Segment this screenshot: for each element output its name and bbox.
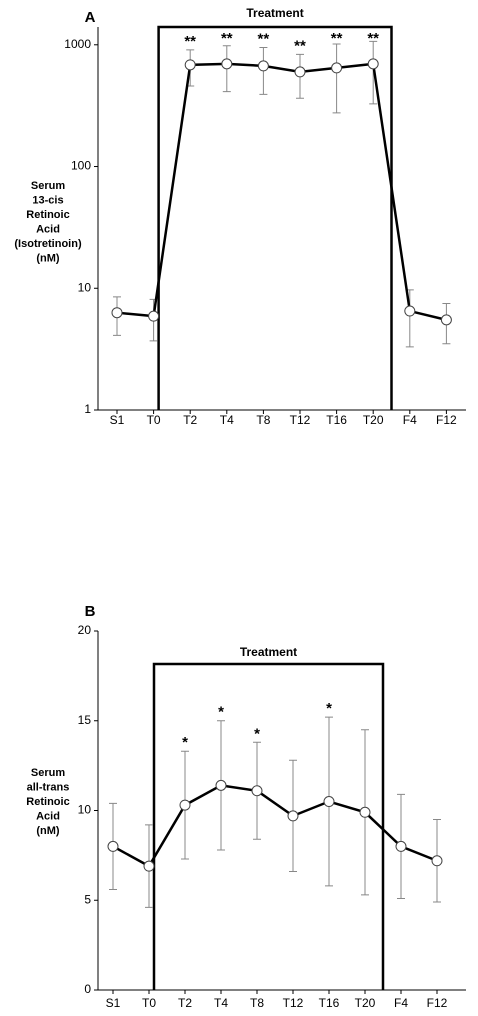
data-point (111, 307, 123, 319)
data-point (107, 840, 119, 852)
data-point (143, 860, 155, 872)
x-tick-label: F12 (427, 996, 448, 1010)
data-point (367, 58, 379, 70)
significance-mark: * (254, 725, 260, 742)
significance-mark: ** (367, 30, 379, 47)
data-point (331, 62, 343, 74)
x-tick-label: T16 (319, 996, 340, 1010)
y-axis-label: Acid (36, 810, 60, 822)
significance-mark: * (182, 734, 188, 751)
data-point (215, 779, 227, 791)
treatment-box (152, 662, 385, 990)
x-tick-label: T4 (214, 996, 228, 1010)
x-tick-label: T2 (178, 996, 192, 1010)
x-tick-label: S1 (110, 413, 125, 427)
x-tick-label: F4 (403, 413, 417, 427)
x-tick-label: F4 (394, 996, 408, 1010)
significance-mark: ** (258, 30, 270, 47)
y-tick-label: 100 (71, 159, 91, 173)
y-tick-label: 10 (78, 280, 92, 294)
x-tick-label: T20 (363, 413, 384, 427)
x-tick-label: T12 (290, 413, 311, 427)
series-line (112, 784, 438, 868)
significance-mark: ** (184, 33, 196, 50)
data-point (440, 314, 452, 326)
y-tick-label: 20 (78, 623, 92, 637)
x-tick-label: T2 (183, 413, 197, 427)
significance-mark: ** (331, 30, 343, 47)
data-point (251, 785, 263, 797)
x-tick-label: T0 (147, 413, 161, 427)
y-axis-label: Serum (31, 180, 65, 192)
x-tick-label: S1 (106, 996, 121, 1010)
x-tick-label: T0 (142, 996, 156, 1010)
y-axis-label: Acid (36, 223, 60, 235)
data-point (257, 60, 269, 72)
y-tick-label: 0 (84, 982, 91, 996)
y-tick-label: 15 (78, 713, 92, 727)
y-axis-label: (Isotretinoin) (14, 238, 82, 250)
significance-mark: * (326, 700, 332, 717)
data-point (404, 305, 416, 317)
panel-label: A (85, 9, 96, 26)
series-line (116, 62, 447, 322)
data-point (395, 840, 407, 852)
significance-mark: * (218, 704, 224, 721)
y-tick-label: 1000 (64, 37, 91, 51)
x-tick-label: T8 (256, 413, 270, 427)
y-axis-label: (nM) (36, 825, 60, 837)
treatment-label: Treatment (240, 645, 297, 659)
x-tick-label: F12 (436, 413, 457, 427)
data-point (287, 810, 299, 822)
y-axis-label: Serum (31, 767, 65, 779)
treatment-label: Treatment (246, 6, 303, 20)
significance-mark: ** (221, 30, 233, 47)
panel-label: B (85, 603, 96, 620)
significance-mark: ** (294, 37, 306, 54)
data-point (323, 796, 335, 808)
x-tick-label: T20 (355, 996, 376, 1010)
y-axis-label: Retinoic (26, 796, 69, 808)
data-point (184, 59, 196, 71)
y-axis-label: Retinoic (26, 209, 69, 221)
x-tick-label: T12 (283, 996, 304, 1010)
y-axis-label: all-trans (27, 781, 70, 793)
y-axis-label: 13-cis (32, 194, 63, 206)
data-point (431, 855, 443, 867)
data-point (221, 58, 233, 70)
y-tick-label: 10 (78, 803, 92, 817)
x-tick-label: T8 (250, 996, 264, 1010)
y-tick-label: 5 (84, 892, 91, 906)
data-point (179, 799, 191, 811)
data-point (359, 806, 371, 818)
y-axis-label: (nM) (36, 252, 60, 264)
data-point (148, 310, 160, 322)
x-tick-label: T4 (220, 413, 234, 427)
y-tick-label: 1 (84, 402, 91, 416)
error-bar (369, 40, 378, 105)
data-point (294, 66, 306, 78)
error-bar (332, 43, 341, 114)
x-tick-label: T16 (326, 413, 347, 427)
treatment-box (157, 25, 393, 410)
